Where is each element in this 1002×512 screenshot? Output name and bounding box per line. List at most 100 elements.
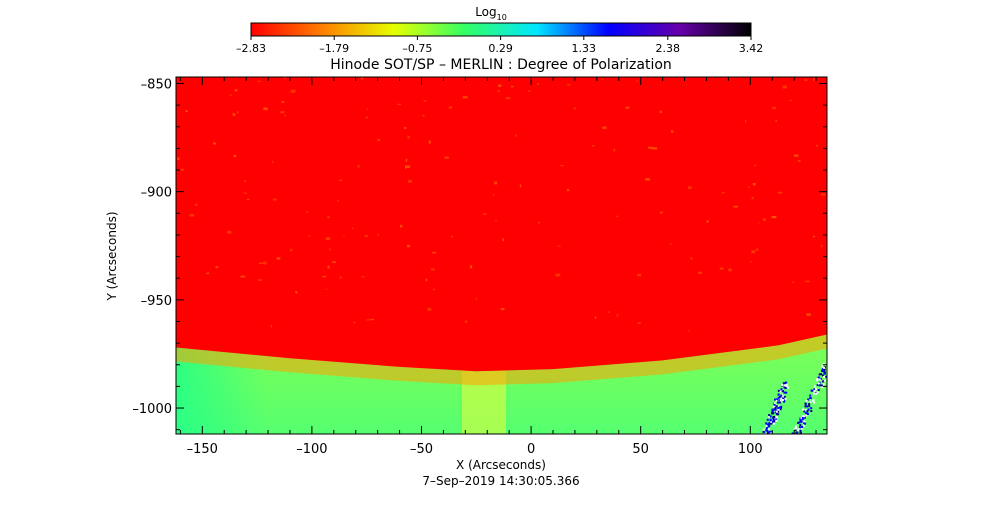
noise-pixel: [775, 405, 778, 408]
noise-pixel: [785, 391, 788, 394]
noise-pixel: [803, 420, 806, 423]
noise-pixel: [815, 387, 818, 390]
heatmap-image: [176, 77, 827, 437]
speckle: [425, 278, 428, 282]
colorbar-tick-label-1: –1.79: [319, 42, 349, 55]
speckle: [502, 238, 504, 242]
speckle: [636, 80, 639, 82]
speckle: [616, 313, 619, 317]
speckle: [206, 272, 210, 275]
noise-pixel: [807, 398, 810, 401]
chart-title: Hinode SOT/SP – MERLIN : Degree of Polar…: [330, 57, 672, 73]
speckle: [428, 140, 431, 144]
noise-pixel: [806, 405, 809, 408]
speckle: [515, 133, 517, 137]
speckle: [670, 243, 672, 245]
noise-pixel: [817, 389, 820, 392]
noise-pixel: [812, 399, 815, 402]
speckle: [232, 113, 236, 116]
noise-pixel: [798, 421, 801, 424]
speckle: [777, 191, 783, 194]
speckle: [812, 235, 815, 238]
noise-pixel: [776, 398, 779, 401]
speckle: [405, 158, 408, 162]
noise-pixel: [816, 391, 819, 394]
noise-pixel: [767, 415, 770, 418]
speckle: [212, 142, 216, 145]
speckle: [613, 148, 616, 152]
speckle: [659, 211, 663, 214]
noise-pixel: [800, 417, 803, 420]
corner-noise: [762, 362, 827, 437]
noise-pixel: [821, 386, 824, 389]
speckle: [758, 221, 760, 224]
noise-pixel: [766, 418, 769, 421]
noise-pixel: [783, 386, 786, 389]
speckle: [791, 281, 795, 283]
x-axis-label: X (Arcseconds): [456, 458, 546, 472]
speckle: [366, 108, 369, 110]
speckle: [498, 84, 502, 87]
noise-pixel: [804, 402, 807, 405]
speckle: [352, 321, 356, 324]
noise-pixel: [778, 401, 781, 404]
noise-pixel: [777, 410, 780, 413]
noise-pixel: [819, 377, 822, 380]
speckle: [306, 211, 309, 213]
noise-pixel: [822, 383, 825, 386]
noise-pixel: [772, 405, 775, 408]
speckle: [510, 85, 514, 88]
noise-pixel: [822, 380, 825, 383]
noise-pixel: [780, 388, 783, 391]
speckle: [270, 324, 273, 328]
speckle: [290, 248, 293, 252]
speckle: [793, 154, 799, 157]
speckle: [258, 262, 264, 264]
noise-pixel: [778, 395, 781, 398]
speckle: [284, 114, 286, 117]
noise-pixel: [793, 434, 795, 436]
speckle: [789, 99, 793, 101]
noise-pixel: [808, 405, 811, 408]
speckle: [648, 146, 653, 149]
noise-pixel: [795, 432, 798, 434]
noise-pixel: [771, 412, 774, 415]
speckle: [229, 94, 232, 97]
speckle: [215, 266, 219, 269]
x-tick-label-0: –150: [187, 442, 218, 457]
speckle: [659, 110, 662, 114]
speckle: [555, 273, 561, 277]
noise-pixel: [773, 398, 776, 401]
noise-pixel: [813, 385, 816, 388]
y-tick-label-0: –850: [141, 77, 172, 92]
speckle: [290, 89, 296, 93]
speckle: [745, 119, 747, 123]
speckle: [360, 77, 364, 80]
speckle: [733, 205, 738, 208]
noise-pixel: [779, 406, 782, 409]
plot-frame: [175, 76, 828, 435]
speckle: [500, 308, 505, 311]
noise-pixel: [807, 408, 810, 411]
noise-pixel: [780, 397, 783, 400]
noise-pixel: [787, 386, 790, 389]
speckle: [602, 126, 607, 129]
speckle: [505, 97, 511, 100]
noise-pixel: [775, 418, 778, 421]
noise-pixel: [804, 422, 807, 425]
speckle: [244, 180, 247, 183]
speckle: [194, 203, 198, 206]
speckle: [377, 138, 381, 142]
speckle: [370, 318, 374, 321]
noise-pixel: [803, 416, 806, 419]
noise-pixel: [793, 435, 795, 437]
noise-pixel: [781, 398, 784, 401]
colorbar-tick-label-6: 3.42: [739, 42, 764, 55]
speckle: [295, 291, 298, 294]
speckle: [772, 106, 776, 110]
speckle: [427, 308, 432, 311]
speckle: [573, 107, 576, 110]
speckle: [751, 250, 756, 254]
noise-pixel: [795, 427, 798, 430]
